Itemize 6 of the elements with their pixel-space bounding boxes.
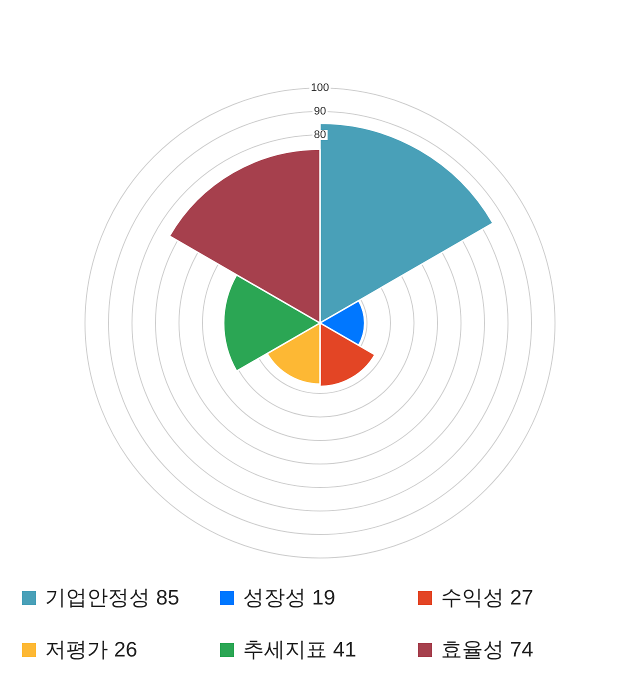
legend-label: 추세지표 xyxy=(243,638,327,662)
legend-label: 수익성 xyxy=(441,586,504,610)
legend-label: 기업안정성 xyxy=(45,586,150,610)
legend-label: 성장성 xyxy=(243,586,306,610)
legend-label: 저평가 xyxy=(45,638,108,662)
legend-label: 효율성 xyxy=(441,638,504,662)
